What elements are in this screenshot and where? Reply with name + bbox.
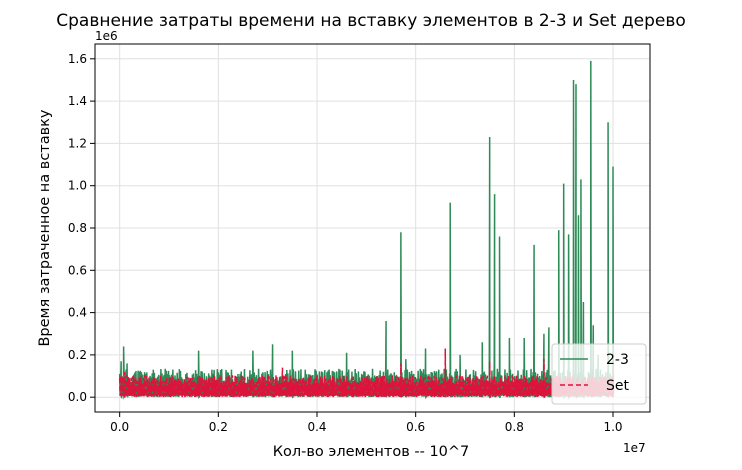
- x-offset-label: 1e7: [623, 441, 646, 455]
- y-tick-label: 1.4: [68, 94, 87, 108]
- x-tick-label: 0.2: [209, 420, 228, 434]
- x-axis-label: Кол-во элементов -- 10^7: [273, 444, 470, 460]
- chart-title: Сравнение затраты времени на вставку эле…: [56, 11, 686, 31]
- y-axis-label: Время затраченное на вставку: [37, 109, 53, 346]
- y-tick-label: 0.6: [68, 263, 87, 277]
- y-tick-label: 1.2: [68, 136, 87, 150]
- y-tick-label: 0.0: [68, 390, 87, 404]
- series-line-2-3: [118, 60, 615, 400]
- legend-label-set: Set: [606, 378, 630, 394]
- x-tick-label: 0.8: [505, 420, 524, 434]
- x-tick-label: 0.4: [307, 420, 326, 434]
- y-tick-label: 0.2: [68, 348, 87, 362]
- x-tick-label: 1.0: [603, 420, 622, 434]
- y-tick-label: 0.8: [68, 221, 87, 235]
- y-axis: 0.0 0.2 0.4 0.6 0.8 1.0 1.2 1.4 1.6: [68, 52, 95, 404]
- series-line-set: [118, 348, 614, 399]
- y-tick-label: 0.4: [68, 306, 87, 320]
- legend: 2-3 Set: [551, 343, 647, 405]
- plot-area: [118, 60, 615, 400]
- x-axis: 0.0 0.2 0.4 0.6 0.8 1.0: [110, 412, 623, 434]
- y-offset-label: 1e6: [95, 29, 118, 43]
- legend-label-2-3: 2-3: [606, 352, 629, 368]
- y-tick-label: 1.0: [68, 179, 87, 193]
- x-tick-label: 0.6: [406, 420, 425, 434]
- x-tick-label: 0.0: [110, 420, 129, 434]
- y-tick-label: 1.6: [68, 52, 87, 66]
- legend-box: [551, 343, 647, 405]
